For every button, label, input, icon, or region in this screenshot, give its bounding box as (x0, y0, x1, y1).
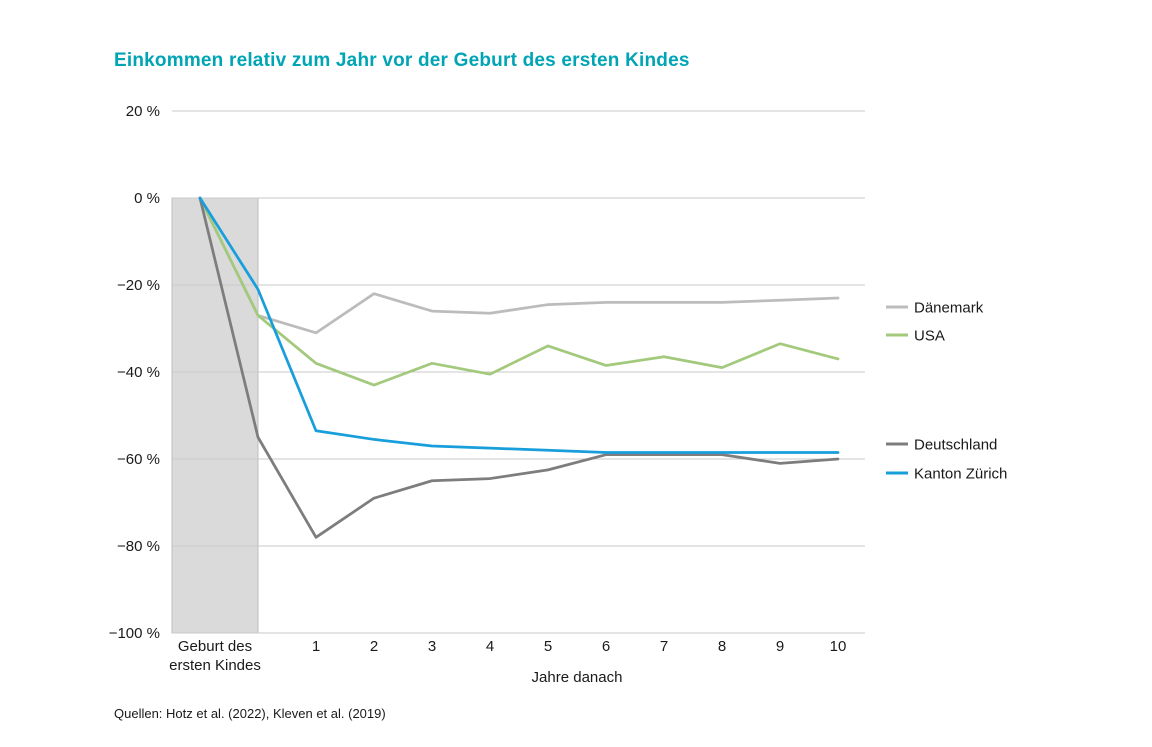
band-label: Geburt des (178, 638, 252, 655)
x-tick-label: 1 (312, 638, 320, 655)
x-tick-label: 9 (776, 638, 784, 655)
series-line-d-nemark (198, 196, 840, 335)
x-tick-label: 3 (428, 638, 436, 655)
y-tick-label: −20 % (117, 277, 160, 294)
y-tick-label: −40 % (117, 364, 160, 381)
x-tick-label: 2 (370, 638, 378, 655)
legend-label: USA (914, 328, 945, 345)
legend-label: Deutschland (914, 437, 997, 454)
y-tick-label: 0 % (134, 190, 160, 207)
band-label: ersten Kindes (169, 657, 261, 674)
x-tick-label: 10 (830, 638, 847, 655)
x-tick-label: 4 (486, 638, 494, 655)
y-tick-label: −80 % (117, 538, 160, 555)
series-line-usa (198, 196, 840, 387)
y-tick-label: −60 % (117, 451, 160, 468)
series-line-deutschland (198, 196, 840, 539)
x-tick-label: 6 (602, 638, 610, 655)
legend-label: Dänemark (914, 300, 984, 317)
x-axis-title: Jahre danach (532, 669, 623, 686)
series-line-kanton-z-rich (198, 196, 840, 454)
y-tick-label: 20 % (126, 103, 160, 120)
x-tick-label: 8 (718, 638, 726, 655)
birth-year-band (171, 197, 259, 634)
x-tick-label: 7 (660, 638, 668, 655)
chart-title: Einkommen relativ zum Jahr vor der Gebur… (114, 50, 690, 71)
y-tick-label: −100 % (109, 625, 160, 642)
source-note: Quellen: Hotz et al. (2022), Kleven et a… (114, 706, 386, 721)
x-tick-label: 5 (544, 638, 552, 655)
legend-label: Kanton Zürich (914, 466, 1007, 483)
